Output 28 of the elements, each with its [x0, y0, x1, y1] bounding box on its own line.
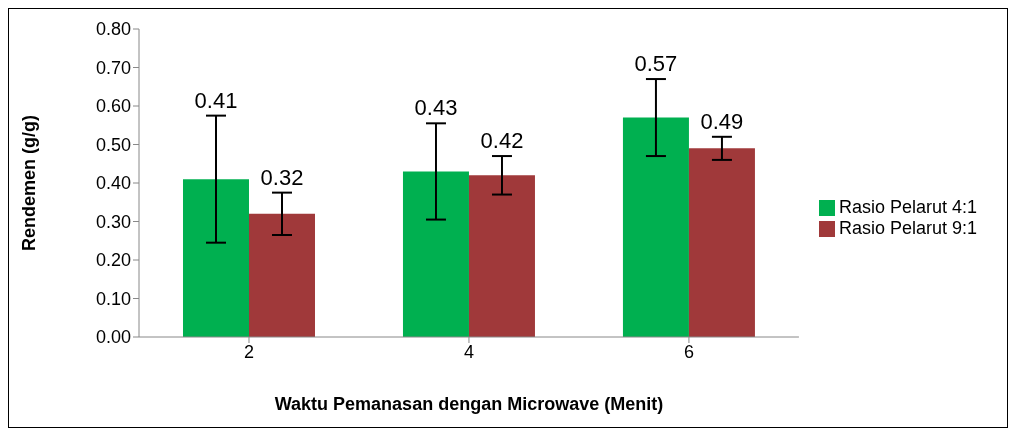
data-label: 0.32 — [260, 164, 304, 190]
bar — [622, 117, 689, 337]
y-tick-label: 0.60 — [95, 96, 131, 117]
y-tick-label: 0.00 — [95, 327, 131, 348]
data-label: 0.41 — [194, 87, 238, 113]
x-tick-label: 6 — [683, 341, 694, 362]
legend-label: Rasio Pelarut 4:1 — [838, 197, 977, 217]
bar — [688, 148, 755, 337]
y-tick-label: 0.50 — [95, 134, 131, 155]
data-label: 0.42 — [480, 128, 524, 154]
y-tick-label: 0.30 — [95, 211, 131, 232]
y-axis-title: Rendemen (g/g) — [19, 114, 40, 252]
y-tick-label: 0.70 — [95, 57, 131, 78]
bar — [248, 213, 315, 337]
x-axis-title: Waktu Pemanasan dengan Microwave (Menit) — [274, 393, 664, 414]
bar — [402, 171, 469, 337]
x-tick-label: 4 — [463, 341, 474, 362]
legend-label: Rasio Pelarut 9:1 — [838, 218, 977, 238]
data-label: 0.49 — [700, 108, 744, 134]
y-tick-label: 0.20 — [95, 250, 131, 271]
y-tick-label: 0.40 — [95, 173, 131, 194]
bar — [468, 175, 535, 337]
data-label: 0.43 — [414, 95, 458, 121]
data-label: 0.57 — [634, 51, 678, 77]
y-tick-label: 0.80 — [95, 19, 131, 40]
y-tick-label: 0.10 — [95, 288, 131, 309]
x-tick-label: 2 — [243, 341, 254, 362]
bar — [182, 179, 249, 337]
